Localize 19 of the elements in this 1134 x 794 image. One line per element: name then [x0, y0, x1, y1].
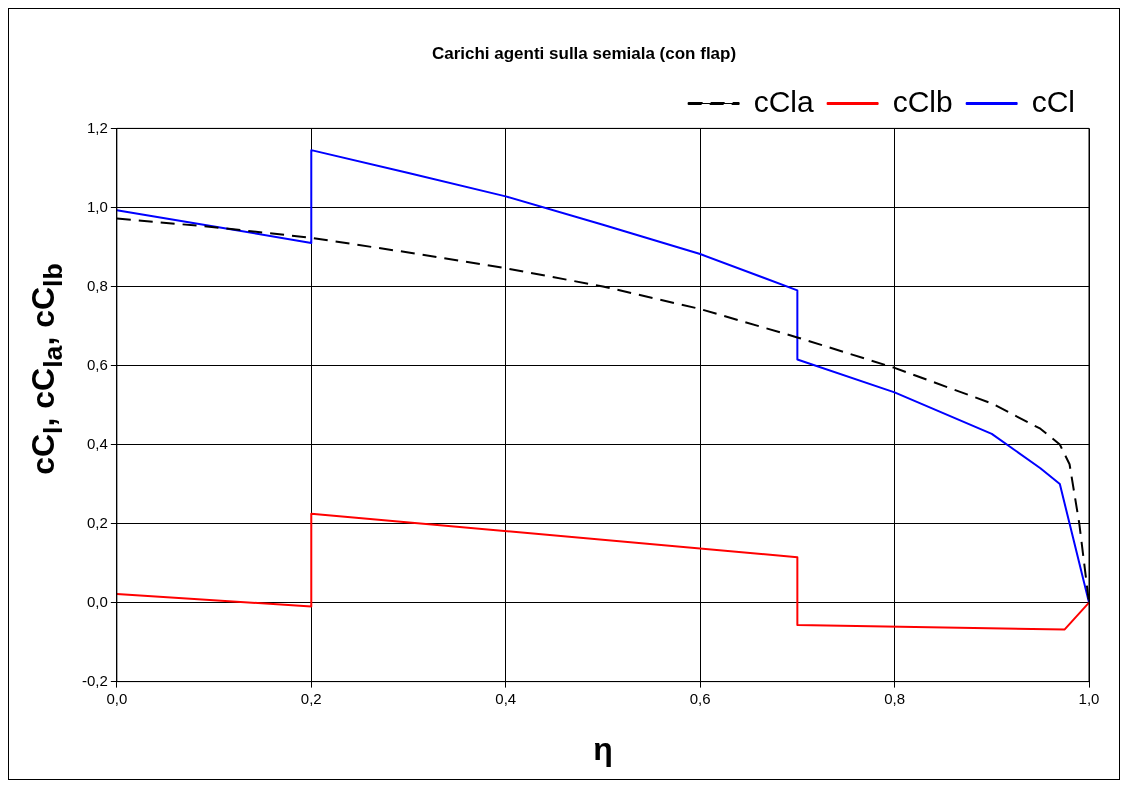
- x-tick-label: 0,4: [495, 689, 517, 707]
- y-tick-label: -0,2: [81, 671, 108, 689]
- y-tick-label: 0,4: [86, 434, 108, 452]
- y-tick-label: 1,2: [86, 118, 108, 136]
- x-tick-label: 0,0: [106, 689, 128, 707]
- legend-label: cCl: [1031, 84, 1076, 118]
- y-tick-label: 0,6: [86, 355, 108, 373]
- x-tick-label: 1,0: [1078, 689, 1100, 707]
- x-tick-label: 0,8: [884, 689, 905, 707]
- y-tick-label: 0,2: [86, 513, 108, 531]
- legend-label: cClb: [892, 84, 953, 118]
- y-tick-label: 1,0: [86, 197, 108, 215]
- y-tick-label: 0,0: [86, 592, 108, 610]
- x-axis-title: η: [593, 730, 613, 767]
- y-tick-label: 0,8: [86, 276, 108, 294]
- chart-title: Carichi agenti sulla semiala (con flap): [431, 43, 737, 63]
- x-tick-label: 0,6: [689, 689, 711, 707]
- legend-label: cCla: [753, 84, 814, 118]
- x-tick-label: 0,2: [300, 689, 322, 707]
